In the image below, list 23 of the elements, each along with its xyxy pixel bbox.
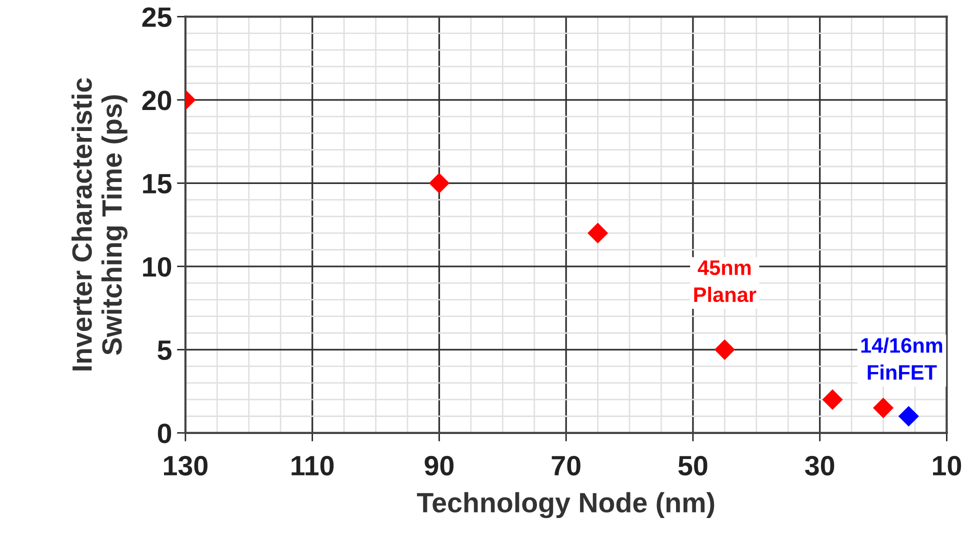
y-tick-label: 20 xyxy=(142,90,172,110)
x-axis-title: Technology Node (nm) xyxy=(416,492,714,518)
point xyxy=(428,172,450,194)
y-tick-label: 10 xyxy=(143,257,172,277)
x-tick-label: 70 xyxy=(552,456,580,476)
annotation: 45nm Planar xyxy=(694,260,756,302)
x-tick-label: 130 xyxy=(164,456,208,476)
x-tick-label: 110 xyxy=(292,456,334,476)
point xyxy=(588,222,608,244)
point xyxy=(872,398,894,418)
x-tick-label: 50 xyxy=(678,456,708,476)
y-axis-title: Inverter Characteristic Switching Time (ps) xyxy=(72,78,128,370)
y-tick-label: 25 xyxy=(142,7,172,27)
point xyxy=(898,406,919,427)
y-tick-label: 5 xyxy=(158,340,172,360)
point xyxy=(822,389,843,410)
y-tick-label: 0 xyxy=(158,424,172,444)
y-tick-label: 15 xyxy=(143,174,172,194)
x-tick-label: 30 xyxy=(805,456,834,476)
x-tick-label: 10 xyxy=(933,456,962,476)
point xyxy=(714,339,735,360)
x-tick-label: 90 xyxy=(424,456,454,476)
annotation: 14/16nm FinFET xyxy=(861,338,942,380)
